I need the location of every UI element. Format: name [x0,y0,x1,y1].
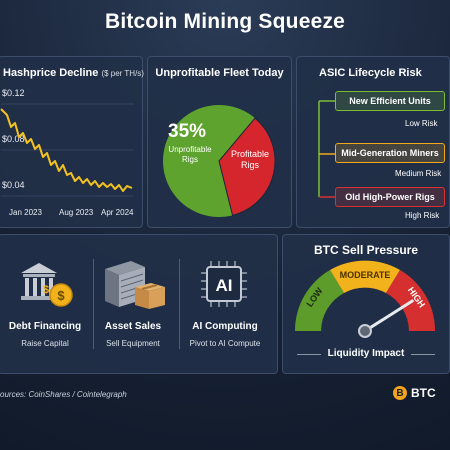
asic-risk-low: Low Risk [405,119,438,128]
hashprice-title-main: Hashprice Decline [3,67,99,79]
gauge-panel: BTC Sell Pressure LOW MODERATE HIGH Liqu… [282,234,450,374]
asic-title: ASIC Lifecycle Risk [319,67,422,79]
bank-coin-icon: $ $ [21,263,73,307]
divider [179,259,180,349]
asic-tier-box-new: New Efficient Units [335,91,445,111]
svg-text:$: $ [57,288,65,303]
pie-slice-profitable [163,105,255,217]
unprofitable-label: Unprofitable Rigs [168,145,212,164]
divider [93,259,94,349]
x-tick-label: Aug 2023 [59,208,94,217]
strategies-panel: $ $ Debt Financing Raise Capital Asset S… [0,234,278,374]
hashprice-panel: Hashprice Decline ($ per TH/s) $0.12 $0.… [0,56,144,228]
y-tick-label: $0.08 [2,134,25,144]
fleet-pie-chart [163,105,276,217]
x-tick-label: Apr 2024 [101,208,134,217]
btc-badge: B BTC [393,386,436,400]
svg-text:$: $ [43,284,49,296]
gauge-caption: Liquidity Impact [327,348,405,359]
y-tick-label: $0.04 [2,180,25,190]
server-box-icon [105,261,165,309]
asic-panel: ASIC Lifecycle Risk New Efficient Units … [296,56,450,228]
gauge-arc-low [294,270,344,331]
unprofitable-percent: 35% [168,121,207,142]
asic-tier-box-old: Old High-Power Rigs [335,187,445,207]
btc-badge-label: BTC [411,386,436,400]
gauge-hub [358,324,372,338]
pie-slice-unprofitable [218,117,276,216]
y-tick-label: $0.12 [2,88,25,98]
strategy-label: AI Computing [192,321,258,332]
fleet-title: Unprofitable Fleet Today [155,67,284,79]
gauge-title: BTC Sell Pressure [313,243,419,257]
gauge-arc-moderate [330,260,400,293]
x-tick-label: Jan 2023 [9,208,42,217]
gauge-caption-line-left [297,354,321,355]
fleet-panel: Unprofitable Fleet Today 35% Unprofitabl… [147,56,292,228]
sources-note: ources: CoinShares / Cointelegraph [0,390,127,399]
gauge-needle [363,299,414,333]
hashprice-title: Hashprice Decline ($ per TH/s) [3,67,144,79]
asic-tier-box-mid: Mid-Generation Miners [335,143,445,163]
hashprice-series-line [0,108,133,192]
asic-connector-lines [318,100,335,198]
strategy-label: Asset Sales [104,321,162,332]
hashprice-line-chart [0,103,134,197]
page-title: Bitcoin Mining Squeeze [104,10,346,33]
hashprice-title-unit: ($ per TH/s) [101,69,144,78]
strategy-sub: Raise Capital [21,339,69,348]
profitable-label: Profitable Rigs [230,149,270,170]
strategy-label: Debt Financing [8,321,82,332]
strategy-sub: Pivot to AI Compute [189,339,261,348]
ai-chip-icon: AI [201,261,247,307]
asic-risk-high: High Risk [405,211,440,220]
strategy-sub: Sell Equipment [106,339,160,348]
svg-text:AI: AI [216,276,233,295]
bitcoin-coin-icon: B [393,386,407,400]
asic-risk-medium: Medium Risk [395,169,442,178]
gauge-caption-line-right [411,354,435,355]
sell-pressure-gauge: LOW MODERATE HIGH [294,260,436,338]
gauge-moderate-label: MODERATE [340,270,391,280]
